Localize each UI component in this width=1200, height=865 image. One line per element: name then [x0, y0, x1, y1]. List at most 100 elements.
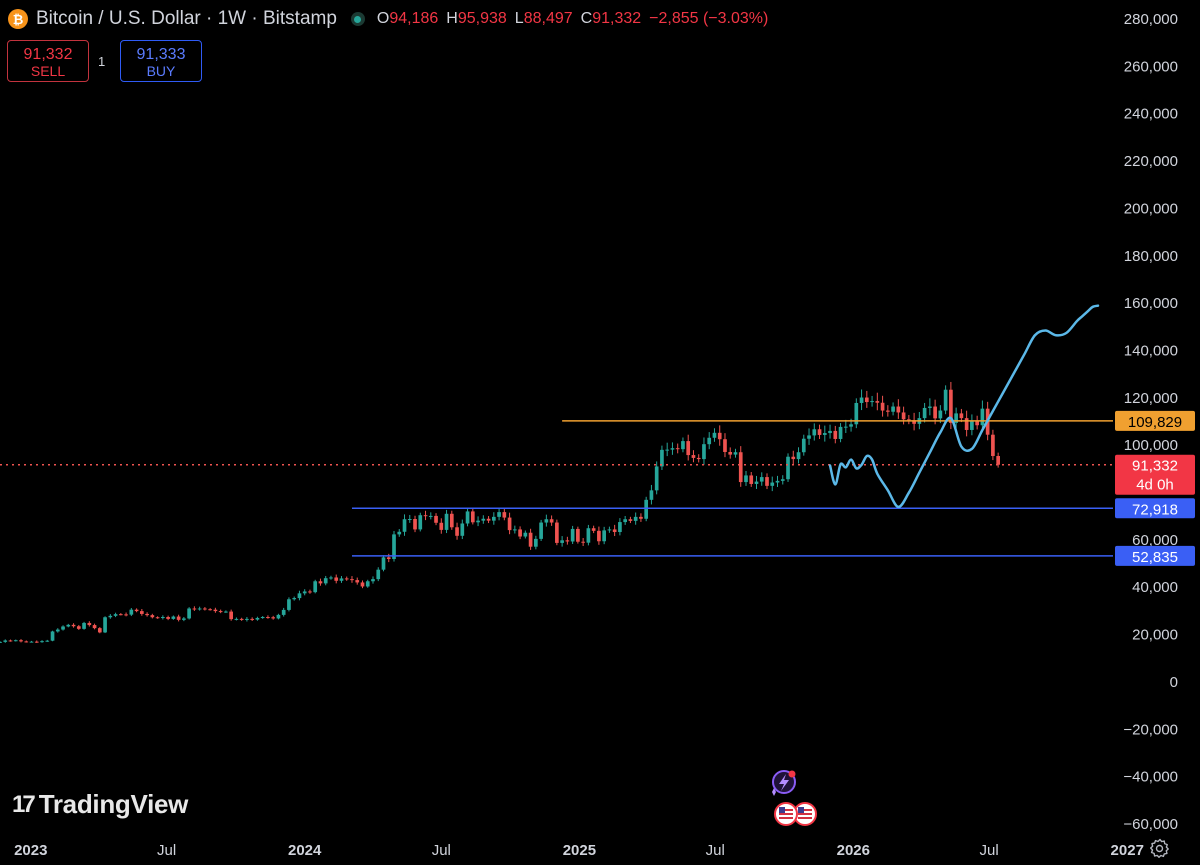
candle-body	[71, 624, 76, 627]
candle	[991, 429, 995, 461]
candle	[428, 512, 433, 520]
close-value: 91,332	[592, 10, 642, 27]
candle-body	[3, 640, 8, 642]
candle-body	[439, 522, 444, 530]
x-tick-label: 2025	[563, 842, 596, 859]
candle-body	[413, 518, 417, 530]
candle-body	[103, 617, 107, 633]
y-tick-label: 180,000	[1124, 248, 1178, 265]
symbol-legend[interactable]: ₿ Bitcoin / U.S. Dollar · 1W · Bitstamp …	[8, 8, 776, 30]
candle	[975, 415, 979, 430]
candle-body	[208, 609, 212, 611]
candle-body	[176, 616, 181, 620]
us-flag-event-icon[interactable]	[793, 802, 817, 826]
candle	[255, 616, 260, 621]
candle-body	[224, 611, 228, 613]
candle	[565, 536, 570, 545]
candle-body	[50, 631, 55, 641]
candle	[3, 639, 8, 643]
candle-body	[376, 569, 381, 580]
candle-body	[334, 577, 339, 581]
candle-body	[455, 527, 459, 536]
candle-body	[171, 616, 176, 619]
candle	[55, 628, 60, 633]
candle	[19, 639, 23, 643]
candle	[76, 624, 81, 630]
candle	[287, 597, 291, 612]
candle-body	[738, 452, 743, 483]
forecast-path	[828, 304, 1100, 509]
candle	[723, 433, 727, 458]
y-tick-label: 240,000	[1124, 106, 1178, 123]
candle	[749, 472, 754, 487]
candle-body	[702, 444, 706, 460]
candle-body	[696, 457, 701, 460]
candle-body	[539, 522, 543, 539]
candle	[623, 515, 627, 525]
y-tick-label: 160,000	[1124, 295, 1178, 312]
candle-body	[854, 402, 859, 425]
candle-body	[649, 490, 654, 500]
price-tags: 109,829 72,918 52,835 91,332 4d 0h	[1115, 410, 1195, 566]
candle-body	[502, 512, 507, 518]
candle-body	[723, 439, 727, 452]
candle	[260, 616, 265, 619]
candle	[833, 425, 838, 444]
candle-body	[24, 641, 29, 643]
candle-body	[754, 481, 759, 484]
sell-button[interactable]: 91,332 SELL	[7, 40, 89, 82]
candle	[523, 530, 528, 539]
candle-body	[943, 389, 948, 411]
candle	[618, 518, 622, 536]
candle	[896, 399, 901, 419]
candlestick-series	[0, 381, 1000, 643]
economic-events-group[interactable]	[768, 768, 824, 830]
y-tick-label: 140,000	[1124, 342, 1178, 359]
candle	[229, 609, 233, 621]
tradingview-wordmark: TradingView	[38, 789, 189, 819]
candle	[313, 579, 318, 594]
symbol-title[interactable]: Bitcoin / U.S. Dollar · 1W · Bitstamp	[36, 8, 337, 29]
candle-body	[203, 608, 207, 610]
candle-body	[402, 519, 407, 532]
candle-body	[76, 626, 81, 629]
candle	[570, 525, 575, 544]
order-quantity[interactable]: 1	[98, 54, 106, 69]
candle-body	[329, 577, 333, 579]
candle-body	[607, 529, 612, 531]
candle	[513, 525, 517, 534]
candle	[497, 508, 501, 521]
candle-body	[29, 641, 34, 643]
price-axis[interactable]: 280,000 260,000 240,000 220,000 200,000 180,0…	[1123, 11, 1178, 833]
candle	[381, 555, 386, 572]
candle-body	[19, 640, 23, 642]
candle	[486, 516, 491, 524]
candle	[801, 434, 806, 456]
market-status-icon[interactable]	[350, 12, 365, 26]
candle	[633, 512, 638, 525]
low-value: 88,497	[523, 10, 573, 27]
candle-body	[570, 528, 575, 542]
candle	[555, 519, 559, 546]
candle	[586, 524, 591, 546]
us-flag-event-icon[interactable]	[774, 802, 798, 826]
change-value: −2,855 (−3.03%)	[649, 10, 769, 27]
candle	[350, 576, 354, 583]
current-price-tag	[1115, 454, 1195, 495]
lightning-event-icon[interactable]	[772, 770, 796, 797]
candle	[103, 616, 107, 634]
candle-body	[786, 456, 790, 480]
time-axis[interactable]: 2023 Jul 2024 Jul 2025 Jul 2026 Jul 2027	[14, 842, 1144, 859]
candle	[628, 516, 633, 524]
candle	[786, 453, 790, 482]
candle	[134, 608, 139, 613]
candle-body	[507, 517, 512, 531]
bitcoin-icon: ₿	[8, 9, 28, 29]
buy-button[interactable]: 91,333 BUY	[120, 40, 202, 82]
candle	[576, 526, 580, 544]
candle-body	[97, 628, 102, 633]
candle	[108, 614, 113, 619]
gear-icon[interactable]	[1150, 838, 1170, 858]
tradingview-logo[interactable]: 17 TradingView	[12, 789, 188, 820]
